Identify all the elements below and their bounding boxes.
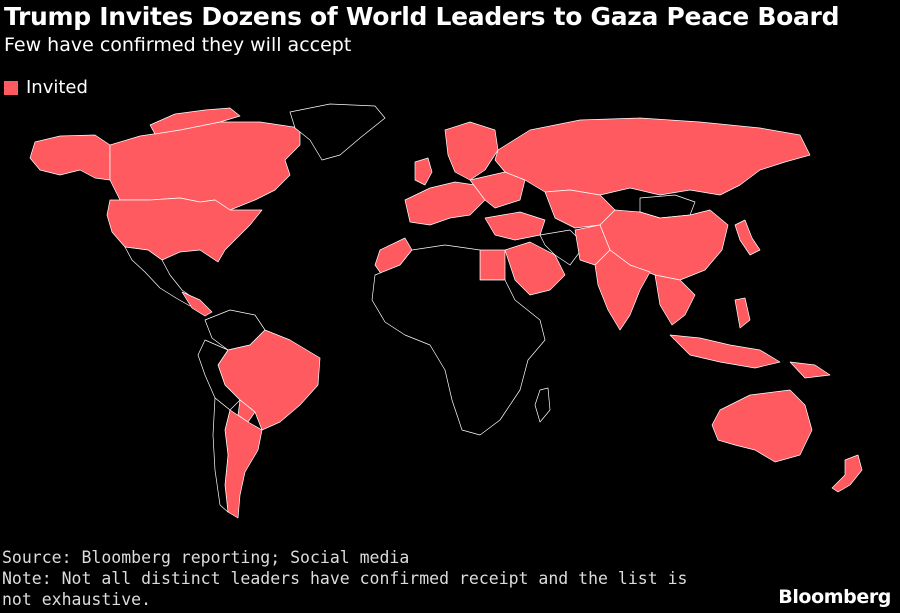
chart-title: Trump Invites Dozens of World Leaders to…	[4, 2, 840, 31]
region-new-zealand	[831, 454, 863, 493]
region-west-europe	[404, 181, 486, 226]
legend-swatch-invited	[4, 80, 18, 95]
region-alaska	[29, 134, 111, 181]
disclaimer-note-line1: Note: Not all distinct leaders have conf…	[2, 569, 688, 588]
region-papua	[789, 361, 831, 379]
region-turkey-middle-east	[484, 211, 546, 241]
region-philippines	[734, 297, 751, 329]
region-greenland	[289, 103, 386, 161]
region-peru-bolivia	[197, 339, 241, 411]
region-southeast-asia	[654, 274, 696, 326]
region-madagascar	[534, 387, 551, 423]
region-canada	[109, 121, 301, 211]
world-map	[29, 103, 863, 519]
footer: Source: Bloomberg reporting; Social medi…	[2, 547, 688, 610]
legend-label-invited: Invited	[26, 77, 88, 98]
bloomberg-logo: Bloomberg	[778, 586, 891, 608]
region-egypt	[479, 249, 506, 281]
legend: Invited	[4, 77, 88, 98]
region-canada-arctic	[149, 107, 241, 135]
region-central-america	[181, 291, 213, 317]
disclaimer-note-line2: not exhaustive.	[2, 590, 152, 609]
region-australia	[711, 389, 813, 463]
region-russia	[494, 117, 811, 196]
region-saudi-arabia	[504, 241, 566, 296]
region-iran	[539, 229, 586, 266]
region-indonesia	[669, 334, 781, 369]
chart-subtitle: Few have confirmed they will accept	[4, 34, 352, 56]
source-note: Source: Bloomberg reporting; Social medi…	[2, 548, 410, 567]
region-korea-japan	[734, 219, 761, 256]
region-argentina	[224, 409, 263, 519]
region-chile	[212, 397, 231, 513]
region-uk	[414, 157, 433, 186]
region-india	[594, 249, 651, 331]
region-scandinavia	[444, 121, 499, 181]
region-africa	[371, 244, 546, 436]
